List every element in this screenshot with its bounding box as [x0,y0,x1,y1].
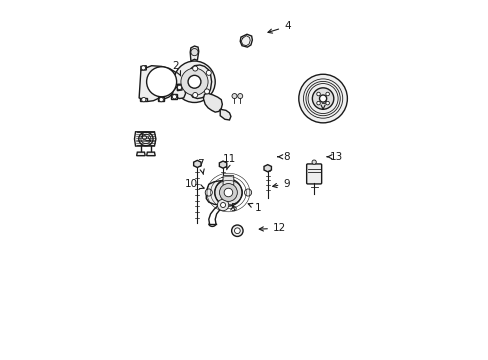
Circle shape [192,93,197,98]
Circle shape [234,228,240,234]
Circle shape [325,101,329,105]
Text: 12: 12 [259,223,285,233]
Polygon shape [177,84,182,91]
Circle shape [146,67,176,97]
Text: 3: 3 [319,96,325,109]
Text: 9: 9 [272,179,289,189]
Circle shape [311,160,316,164]
Polygon shape [158,97,164,102]
Polygon shape [220,109,230,120]
Circle shape [316,92,320,96]
Circle shape [172,95,176,99]
Circle shape [312,88,333,109]
Circle shape [181,68,207,95]
Polygon shape [141,66,146,70]
Polygon shape [190,65,211,99]
Circle shape [217,199,228,211]
Text: 11: 11 [223,154,236,170]
Polygon shape [134,132,156,146]
FancyBboxPatch shape [306,164,321,184]
Polygon shape [140,98,147,102]
Text: 1: 1 [248,203,261,213]
Polygon shape [146,152,155,156]
Polygon shape [171,94,177,99]
Circle shape [231,225,243,237]
Circle shape [205,189,212,196]
Circle shape [224,188,232,197]
Text: 7: 7 [197,159,204,175]
Polygon shape [240,34,252,47]
Text: 4: 4 [267,21,290,33]
Polygon shape [206,181,241,205]
Circle shape [231,94,237,99]
Circle shape [219,184,237,202]
Circle shape [220,203,225,207]
Circle shape [142,98,145,102]
Text: 13: 13 [326,152,343,162]
FancyBboxPatch shape [223,175,233,185]
Circle shape [237,94,242,99]
Circle shape [244,189,251,196]
Circle shape [204,89,209,94]
Polygon shape [219,161,226,168]
Text: 2: 2 [172,61,181,76]
Polygon shape [139,66,182,102]
Circle shape [319,95,326,102]
Circle shape [192,66,197,71]
Circle shape [316,101,320,105]
Polygon shape [203,94,222,112]
Polygon shape [264,165,271,172]
Text: 5: 5 [229,203,236,213]
Circle shape [325,92,329,96]
Polygon shape [172,87,185,99]
Circle shape [214,179,242,206]
Text: 8: 8 [277,152,289,162]
Circle shape [173,61,215,103]
Circle shape [177,85,181,90]
Polygon shape [190,46,198,61]
Polygon shape [136,152,145,156]
Circle shape [141,66,145,70]
Text: 6: 6 [140,132,150,142]
Polygon shape [193,160,201,167]
Circle shape [190,49,198,56]
Circle shape [206,70,211,75]
Circle shape [298,74,346,123]
Circle shape [188,75,201,88]
Circle shape [159,98,163,102]
Text: 10: 10 [184,179,203,189]
